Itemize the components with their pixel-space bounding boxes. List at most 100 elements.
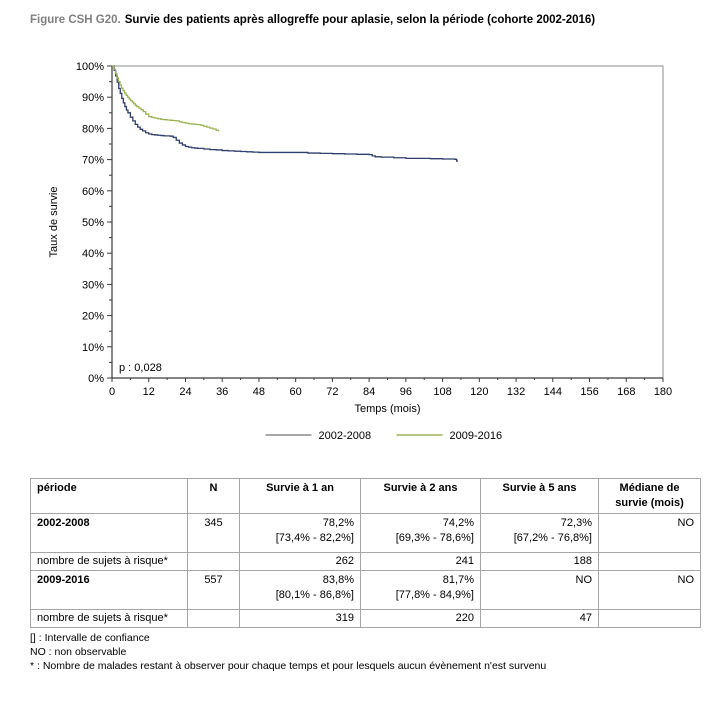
x-tick-label: 132 — [507, 386, 525, 398]
x-tick-label: 180 — [654, 386, 672, 398]
y-tick-label: 40% — [82, 248, 104, 260]
y-tick-label: 90% — [82, 92, 104, 104]
table-header-col-4: Survie à 5 ans — [480, 478, 599, 514]
table-cell-2-1: 557 — [187, 569, 240, 610]
table-header-col-0: période — [30, 478, 188, 514]
table-cell-line: [73,4% - 82,2%] — [275, 531, 354, 544]
table-cell-2-4: NO — [480, 569, 599, 610]
table-cell-line: 557 — [204, 573, 223, 586]
table-cell-0-1: 345 — [187, 513, 240, 553]
table-cell-1-3: 241 — [360, 552, 481, 571]
x-tick-label: 48 — [253, 386, 265, 398]
table-cell-line: 220 — [455, 611, 474, 624]
table-cell-2-3: 81,7% [77,8% - 84,9%] — [360, 569, 481, 610]
x-tick-label: 12 — [143, 386, 155, 398]
table-cell-line: 262 — [335, 555, 354, 567]
table-row-0: 2002-2008 345 78,2% [73,4% - 82,2%] 74,2% [69… — [30, 513, 701, 553]
table-row-3: nombre de sujets à risque* 319 220 47 — [30, 608, 701, 628]
series-path-2002-2008 — [112, 65, 458, 162]
figure-title-text: Survie des patients après allogreffe pou… — [124, 14, 596, 26]
x-tick-label: 168 — [617, 386, 635, 398]
footnotes: [] : Intervalle de confiance NO : non ob… — [30, 631, 546, 673]
table-cell-line: 81,7% — [442, 573, 474, 586]
table-cell-0-3: 74,2% [69,3% - 78,6%] — [360, 513, 481, 553]
legend-label-2002-2008: 2002-2008 — [319, 430, 372, 442]
p-value-label: p : 0,028 — [119, 362, 162, 374]
table-cell-line: nombre de sujets à risque* — [37, 555, 168, 567]
table-cell-line: 2009-2016 — [37, 573, 90, 586]
table-cell-line: 345 — [204, 517, 223, 529]
table-cell-3-5 — [598, 608, 701, 628]
table-cell-3-1 — [187, 608, 240, 628]
table-cell-line: 47 — [579, 611, 592, 624]
table-header-col-2: Survie à 1 an — [239, 478, 361, 514]
table-cell-1-2: 262 — [239, 552, 361, 571]
table-cell-line: 83,8% — [322, 573, 354, 586]
y-tick-label: 0% — [88, 373, 104, 385]
table-body: 2002-2008 345 78,2% [73,4% - 82,2%] 74,2% [69… — [30, 513, 701, 628]
y-tick-label: 60% — [82, 186, 104, 198]
x-tick-label: 144 — [544, 386, 562, 398]
x-tick-label: 96 — [400, 386, 412, 398]
table-cell-2-5: NO — [598, 569, 701, 610]
table-cell-line: [80,1% - 86,8%] — [275, 588, 354, 601]
table-cell-line: [69,3% - 78,6%] — [395, 531, 474, 544]
table-cell-line: NO — [677, 517, 695, 529]
table-header-col-1: N — [187, 478, 240, 514]
series-path-2009-2016 — [112, 65, 220, 132]
table-row-1: nombre de sujets à risque* 262 241 188 — [30, 552, 701, 571]
y-tick-label: 30% — [82, 279, 104, 291]
table-cell-3-4: 47 — [480, 608, 599, 628]
x-tick-label: 24 — [179, 386, 191, 398]
plot-frame — [111, 65, 664, 379]
table-cell-2-2: 83,8% [80,1% - 86,8%] — [239, 569, 361, 610]
x-tick-label: 72 — [326, 386, 338, 398]
y-tick-label: 80% — [82, 123, 104, 135]
table-row-2: 2009-2016 557 83,8% [80,1% - 86,8%] 81,7% [77… — [30, 569, 701, 610]
table-cell-line: 188 — [573, 555, 592, 567]
table-cell-0-2: 78,2% [73,4% - 82,2%] — [239, 513, 361, 553]
table-cell-0-5: NO — [598, 513, 701, 553]
footnote-risk: * : Nombre de malades restant à observer… — [30, 660, 547, 672]
x-axis-title: Temps (mois) — [354, 403, 420, 415]
y-tick-label: 100% — [76, 61, 104, 73]
table-cell-1-1 — [187, 552, 240, 571]
y-tick-label: 50% — [82, 217, 104, 229]
footnote-confidence-interval: [] : Intervalle de confiance — [30, 632, 150, 644]
survival-chart: 0% 10% 20% 30% 40% 50% 60% 70% 80% 90% 100% 0 12 24 36… — [48, 61, 672, 442]
table-cell-0-4: 72,3% [67,2% - 76,8%] — [480, 513, 599, 553]
legend-label-2009-2016: 2009-2016 — [450, 430, 503, 442]
table-cell-line: 319 — [335, 611, 354, 624]
table-cell-line: nombre de sujets à risque* — [37, 611, 168, 624]
figure-title: Figure CSH G20. Survie des patients après… — [30, 14, 595, 26]
table-cell-0-0: 2002-2008 — [30, 513, 188, 553]
y-tick-label: 10% — [82, 342, 104, 354]
table-header: période N Survie à 1 an Survie à 2 ans Survi… — [30, 478, 701, 514]
table-cell-line: NO — [575, 573, 593, 586]
table-cell-line: 74,2% — [442, 517, 474, 529]
table-cell-line: [67,2% - 76,8%] — [513, 531, 592, 544]
x-tick-label: 36 — [216, 386, 228, 398]
table-cell-line: 241 — [455, 555, 474, 567]
table-cell-3-2: 319 — [239, 608, 361, 628]
table-header-col-3: Survie à 2 ans — [360, 478, 481, 514]
y-axis-title: Taux de survie — [48, 187, 60, 258]
table-cell-line: [77,8% - 84,9%] — [395, 588, 474, 601]
table-cell-line: NO — [677, 573, 695, 586]
table-cell-line: 72,3% — [560, 517, 592, 529]
table-cell-3-3: 220 — [360, 608, 481, 628]
x-tick-label: 60 — [290, 386, 302, 398]
table-cell-1-5 — [598, 552, 701, 571]
table-cell-1-4: 188 — [480, 552, 599, 571]
figure-title-prefix: Figure CSH G20. — [30, 14, 121, 26]
survival-table: période N Survie à 1 an Survie à 2 ans Survi… — [30, 478, 701, 628]
table-cell-line: 78,2% — [322, 517, 354, 529]
table-cell-3-0: nombre de sujets à risque* — [30, 608, 188, 628]
table-header-col-5: Médiane de survie (mois) — [598, 478, 701, 514]
y-tick-label: 70% — [82, 155, 104, 167]
x-tick-label: 156 — [580, 386, 598, 398]
y-tick-label: 20% — [82, 311, 104, 323]
x-tick-label: 0 — [109, 386, 115, 398]
footnote-no: NO : non observable — [30, 646, 127, 658]
